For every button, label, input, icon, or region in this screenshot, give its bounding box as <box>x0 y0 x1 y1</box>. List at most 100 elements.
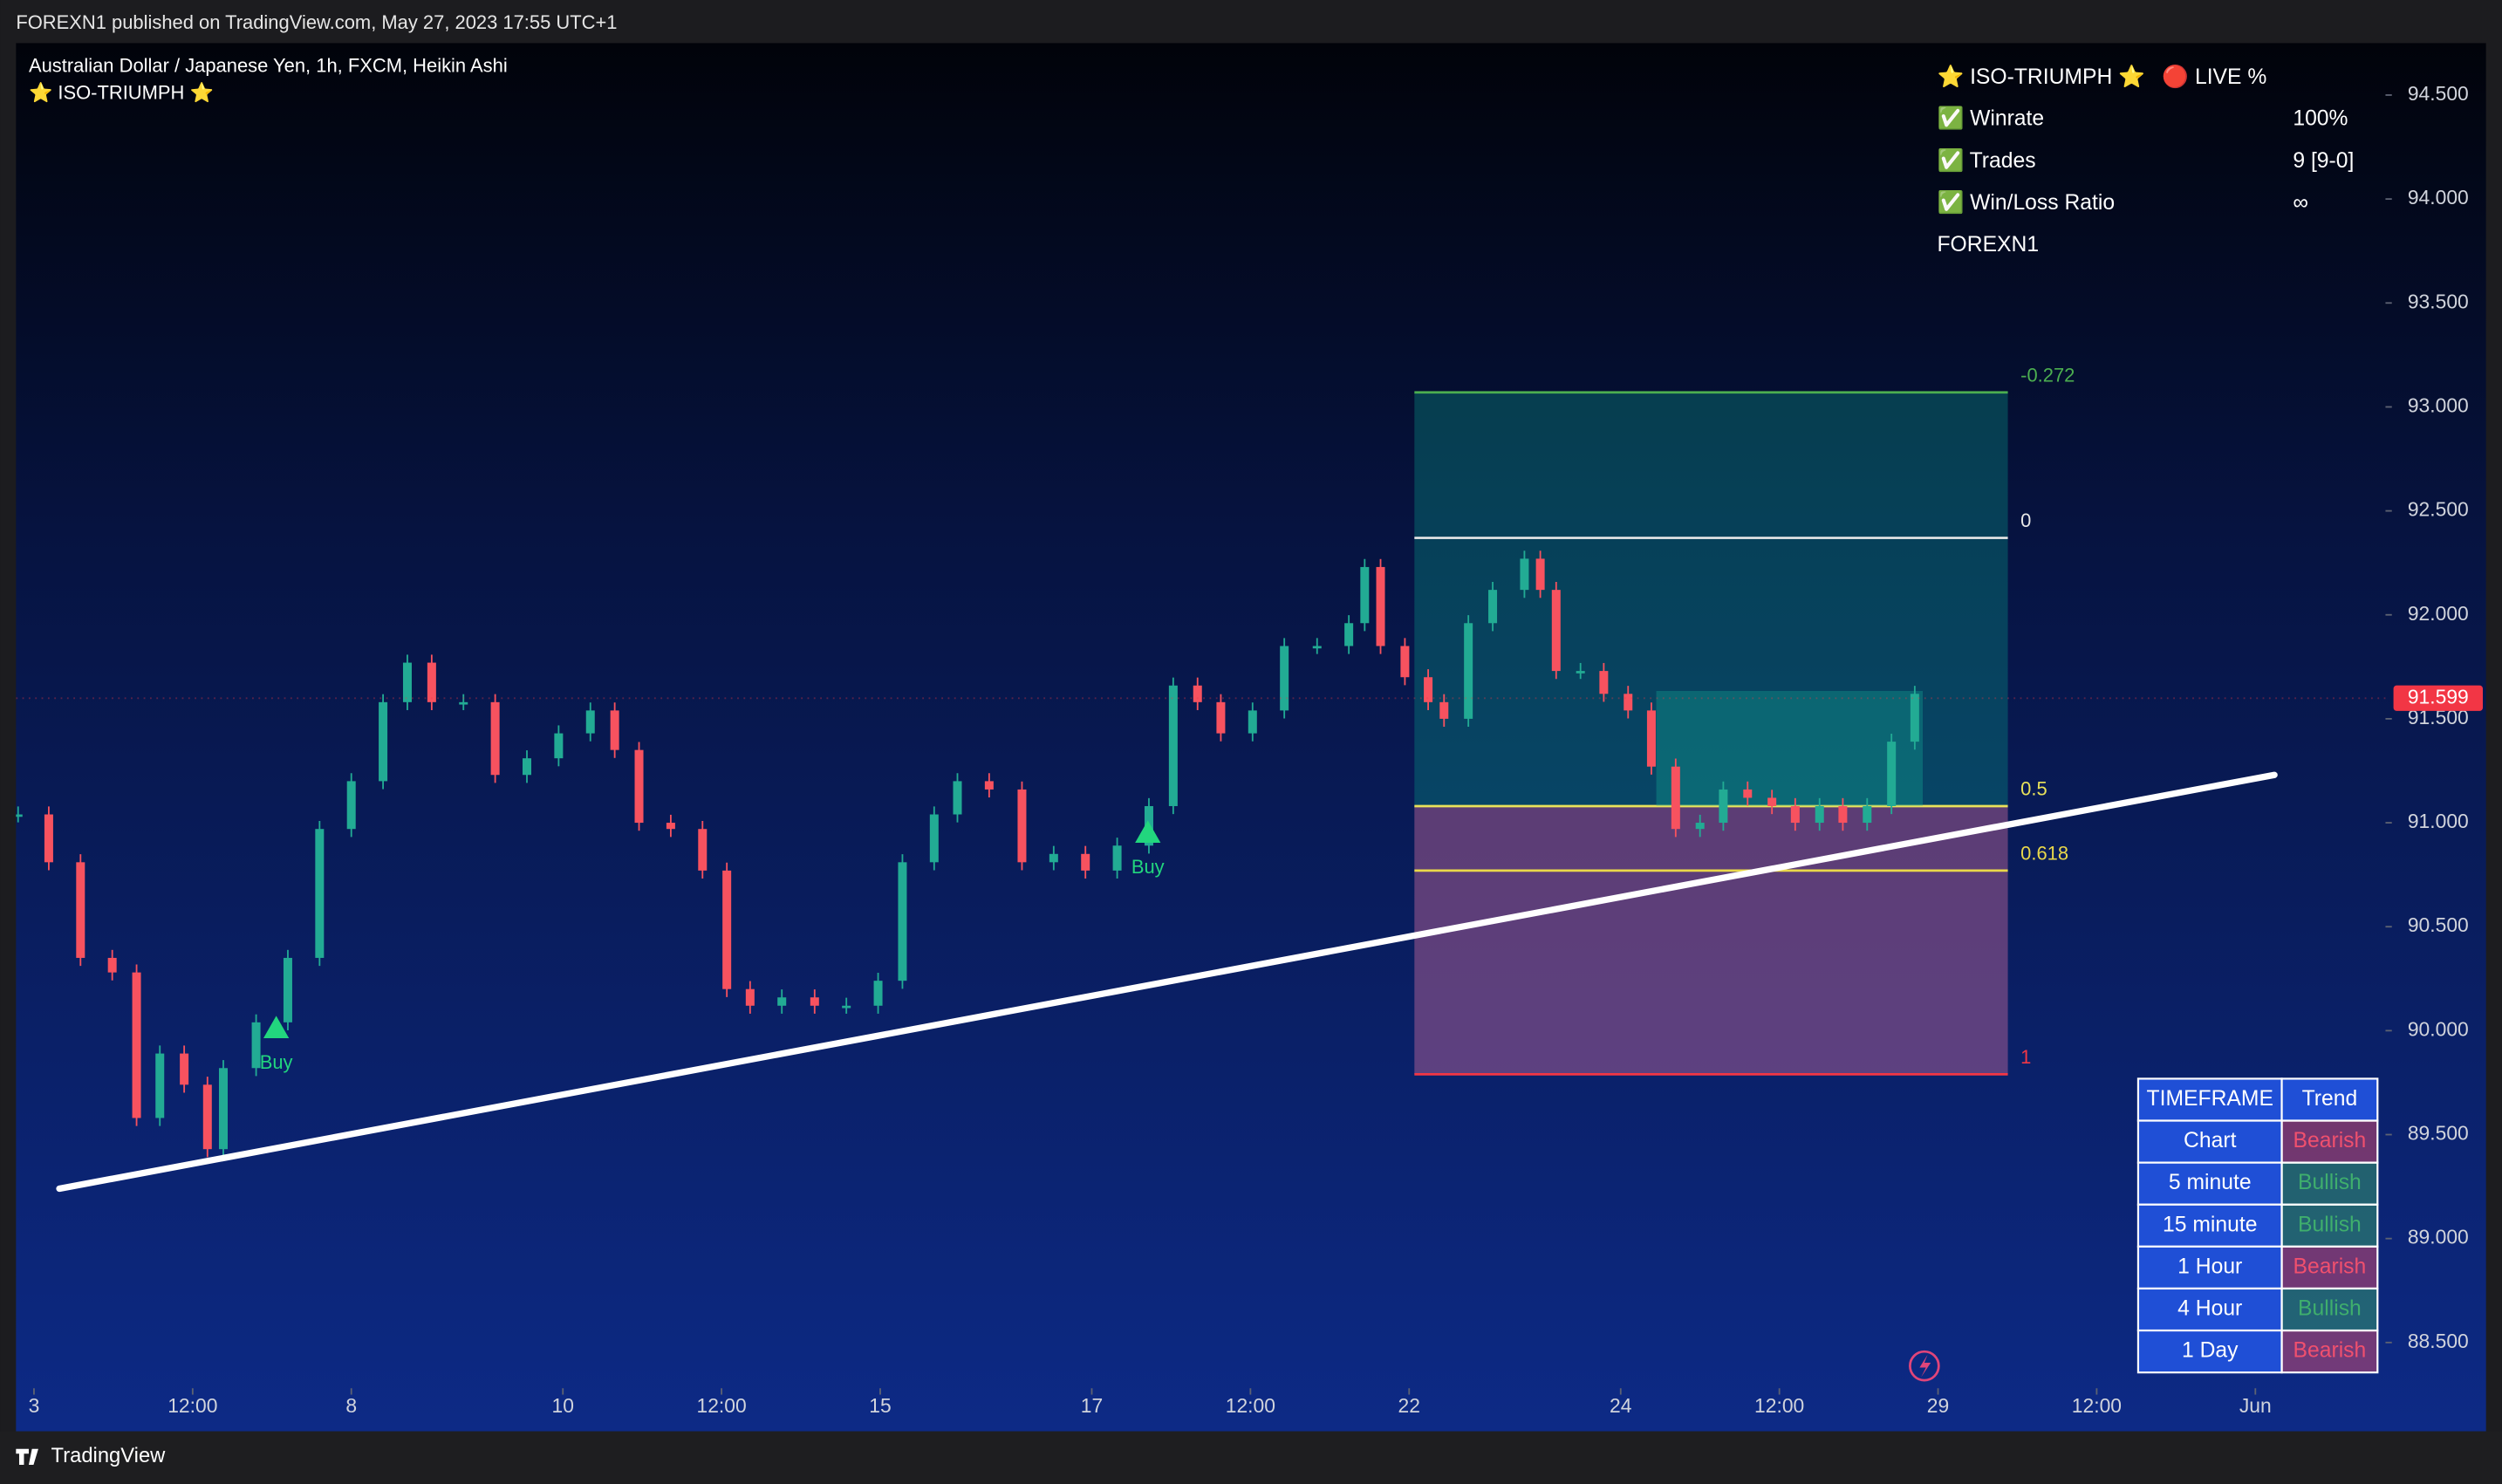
y-tick-label: 88.500 <box>2408 1330 2469 1352</box>
buy-signal <box>1135 820 1161 843</box>
trend: Bearish <box>2294 1129 2367 1152</box>
stat-name: ✅ Win/Loss Ratio <box>1937 189 2115 215</box>
candle <box>1767 797 1777 806</box>
candle <box>842 1005 851 1009</box>
candle <box>953 781 962 815</box>
candle <box>1193 685 1202 702</box>
last-price-box <box>2393 685 2484 711</box>
candle <box>1344 623 1354 646</box>
candle <box>722 870 732 989</box>
timeframe: 1 Day <box>2182 1339 2239 1363</box>
candle <box>1551 590 1561 672</box>
table-cell <box>2136 1203 2283 1248</box>
candle <box>1887 742 1897 806</box>
candle <box>1017 789 1027 863</box>
candle <box>107 957 117 973</box>
candle <box>1695 823 1705 830</box>
candle <box>873 981 883 1006</box>
candle <box>1815 805 1824 824</box>
buy-label: Buy <box>260 1051 293 1073</box>
candle <box>1910 694 1919 742</box>
candle <box>251 1022 261 1069</box>
y-tick-label: 92.500 <box>2408 498 2469 521</box>
trend: Bullish <box>2298 1213 2362 1236</box>
table-cell <box>2280 1203 2379 1248</box>
y-tick-label: 89.000 <box>2408 1226 2469 1248</box>
publisher: FOREXN1 published on TradingView.com, Ma… <box>16 11 617 33</box>
alert-icon[interactable] <box>1909 1350 1940 1382</box>
candle <box>1671 766 1680 830</box>
fib-lower-zone <box>1414 805 2008 1075</box>
candle <box>1248 710 1257 734</box>
candle <box>202 1084 212 1150</box>
candle <box>16 814 23 817</box>
timeframe: 4 Hour <box>2177 1297 2242 1321</box>
table-cell <box>2136 1245 2283 1290</box>
candle <box>1464 623 1473 719</box>
candle <box>76 862 85 958</box>
candle <box>180 1053 189 1085</box>
alert-bolt <box>1919 1354 1931 1378</box>
fib-label: 1 <box>2020 1046 2031 1068</box>
stats-panel: ✅ Winrate 100% ✅ Trades 9 [9-0] ✅ Win/Loss R… <box>1937 106 2354 215</box>
trend: Bullish <box>2298 1171 2362 1194</box>
candle <box>1743 789 1753 798</box>
x-tick-label: 3 <box>29 1394 40 1417</box>
indicator-legend: ⭐ ISO-TRIUMPH ⭐ <box>29 82 214 104</box>
candle <box>929 814 939 863</box>
candle <box>1360 566 1370 624</box>
stat-name: ✅ Winrate <box>1937 106 2044 131</box>
x-tick-label: 12:00 <box>2072 1394 2122 1417</box>
timeframe: Chart <box>2184 1129 2237 1152</box>
candle <box>379 701 388 782</box>
candle <box>698 829 708 871</box>
candle <box>1400 646 1410 678</box>
candle <box>1112 845 1122 871</box>
table-header: Trend <box>2302 1087 2358 1111</box>
candle <box>1081 853 1090 871</box>
symbol-legend: Australian Dollar / Japanese Yen, 1h, FX… <box>29 55 508 77</box>
x-tick-label: 24 <box>1610 1394 1632 1417</box>
candle <box>554 733 564 759</box>
y-tick-label: 90.500 <box>2408 913 2469 936</box>
y-tick-label: 91.000 <box>2408 810 2469 832</box>
candle <box>1520 558 1529 591</box>
timeframe: 5 minute <box>2169 1171 2252 1194</box>
brand[interactable]: TradingView <box>51 1444 167 1467</box>
stats-author: FOREXN1 <box>1937 233 2039 256</box>
candle <box>1838 805 1848 824</box>
candle <box>1049 853 1058 863</box>
stats-live: 🔴 LIVE % <box>2162 64 2266 89</box>
candle <box>1168 685 1178 806</box>
candle <box>155 1053 165 1118</box>
price-layer <box>16 551 2386 1158</box>
candle <box>1216 701 1226 734</box>
candle <box>522 758 531 776</box>
fib-label: 0.618 <box>2020 842 2068 864</box>
candle <box>1599 671 1609 694</box>
table-cell <box>2280 1119 2379 1164</box>
fib-layer: -0.272 0 0.5 0.618 1 <box>1414 364 2075 1076</box>
timeframe: 15 minute <box>2163 1213 2257 1236</box>
x-tick-label: 22 <box>1398 1394 1420 1417</box>
timeframe: 1 Hour <box>2177 1255 2242 1278</box>
stat-name: ✅ Trades <box>1937 147 2035 173</box>
x-tick-label: 10 <box>551 1394 573 1417</box>
candle <box>585 710 595 734</box>
candle <box>402 662 412 702</box>
candle <box>1280 646 1289 711</box>
candle <box>1535 558 1545 591</box>
candle <box>1312 646 1322 649</box>
candle <box>315 829 325 958</box>
table-cell <box>2136 1329 2283 1374</box>
position-box <box>1656 690 1924 806</box>
fib-upper-zone <box>1414 392 2008 806</box>
candle <box>44 814 53 863</box>
x-tick-label: 29 <box>1927 1394 1949 1417</box>
x-tick-label: 12:00 <box>696 1394 746 1417</box>
candle <box>346 781 356 830</box>
candle <box>427 662 436 702</box>
table-cell <box>2280 1329 2379 1374</box>
candle <box>1488 590 1498 624</box>
